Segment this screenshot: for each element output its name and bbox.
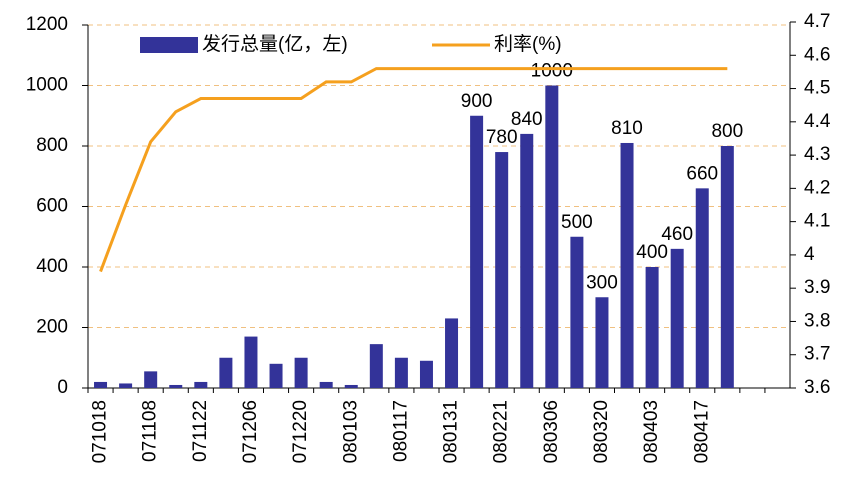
y2-tick-label: 4.6 [804, 44, 830, 65]
bar [219, 357, 233, 388]
x-tick-label: 080103 [340, 400, 361, 463]
bar [144, 371, 158, 388]
bar [470, 115, 484, 388]
data-label: 660 [686, 163, 718, 184]
bar [394, 357, 408, 388]
legend-label: 利率(%) [494, 33, 562, 55]
y-tick-label: 400 [36, 256, 68, 277]
data-label: 800 [711, 121, 743, 142]
x-tick-label: 080306 [541, 400, 562, 463]
data-label: 900 [461, 91, 493, 112]
bar [369, 344, 383, 388]
x-tick-label: 080221 [491, 400, 512, 463]
x-tick-label: 080117 [390, 400, 411, 462]
y2-tick-label: 3.7 [804, 344, 830, 365]
bar [645, 267, 659, 388]
data-label: 840 [511, 109, 543, 130]
y2-tick-label: 4.4 [804, 111, 831, 132]
bar [545, 85, 559, 388]
x-tick-label: 071108 [140, 400, 161, 462]
x-tick-label: 080403 [641, 400, 662, 463]
legend-label: 发行总量(亿，左) [202, 33, 348, 55]
y2-tick-label: 4.3 [804, 144, 830, 165]
bar [720, 146, 734, 388]
y2-tick-label: 4.5 [804, 78, 830, 99]
y-tick-label: 1200 [26, 14, 68, 35]
x-tick-label: 071122 [190, 400, 211, 462]
bar [94, 381, 108, 388]
bar [695, 188, 709, 388]
y2-tick-label: 4 [804, 244, 815, 265]
legend-swatch [140, 37, 198, 53]
y-tick-label: 800 [36, 135, 68, 156]
y2-tick-label: 4.2 [804, 177, 830, 198]
bar [169, 384, 183, 388]
data-label: 400 [636, 242, 668, 263]
bar [119, 383, 133, 388]
bar [520, 133, 534, 388]
y-tick-label: 0 [57, 377, 68, 398]
bar [344, 384, 358, 388]
data-label: 1000 [531, 61, 573, 82]
y-tick-label: 200 [36, 317, 68, 338]
data-label: 300 [586, 272, 618, 293]
bar [319, 381, 333, 388]
bar [595, 297, 609, 388]
data-label: 780 [486, 127, 518, 148]
bar [294, 357, 308, 388]
bar [620, 142, 634, 388]
bar [670, 248, 684, 388]
data-label: 460 [661, 224, 693, 245]
y2-tick-label: 3.9 [804, 277, 830, 298]
y2-tick-label: 3.6 [804, 377, 830, 398]
y2-tick-label: 3.8 [804, 310, 830, 331]
bar [244, 336, 258, 388]
bar [570, 236, 584, 388]
x-tick-label: 071018 [90, 400, 111, 463]
line [99, 67, 728, 273]
x-tick-label: 080131 [441, 400, 462, 463]
bar [269, 363, 283, 388]
bar [419, 360, 433, 388]
bar [194, 381, 208, 388]
data-label: 500 [561, 212, 593, 233]
x-tick-label: 071206 [240, 400, 261, 463]
y2-tick-label: 4.7 [804, 11, 830, 32]
y-tick-label: 600 [36, 196, 68, 217]
x-tick-label: 080320 [591, 400, 612, 463]
bar [445, 318, 459, 388]
y-tick-label: 1000 [26, 75, 68, 96]
y2-tick-label: 4.1 [804, 211, 830, 232]
data-label: 810 [611, 118, 643, 139]
bar [495, 152, 509, 388]
x-tick-label: 080417 [691, 400, 712, 463]
x-tick-label: 071220 [290, 400, 311, 463]
